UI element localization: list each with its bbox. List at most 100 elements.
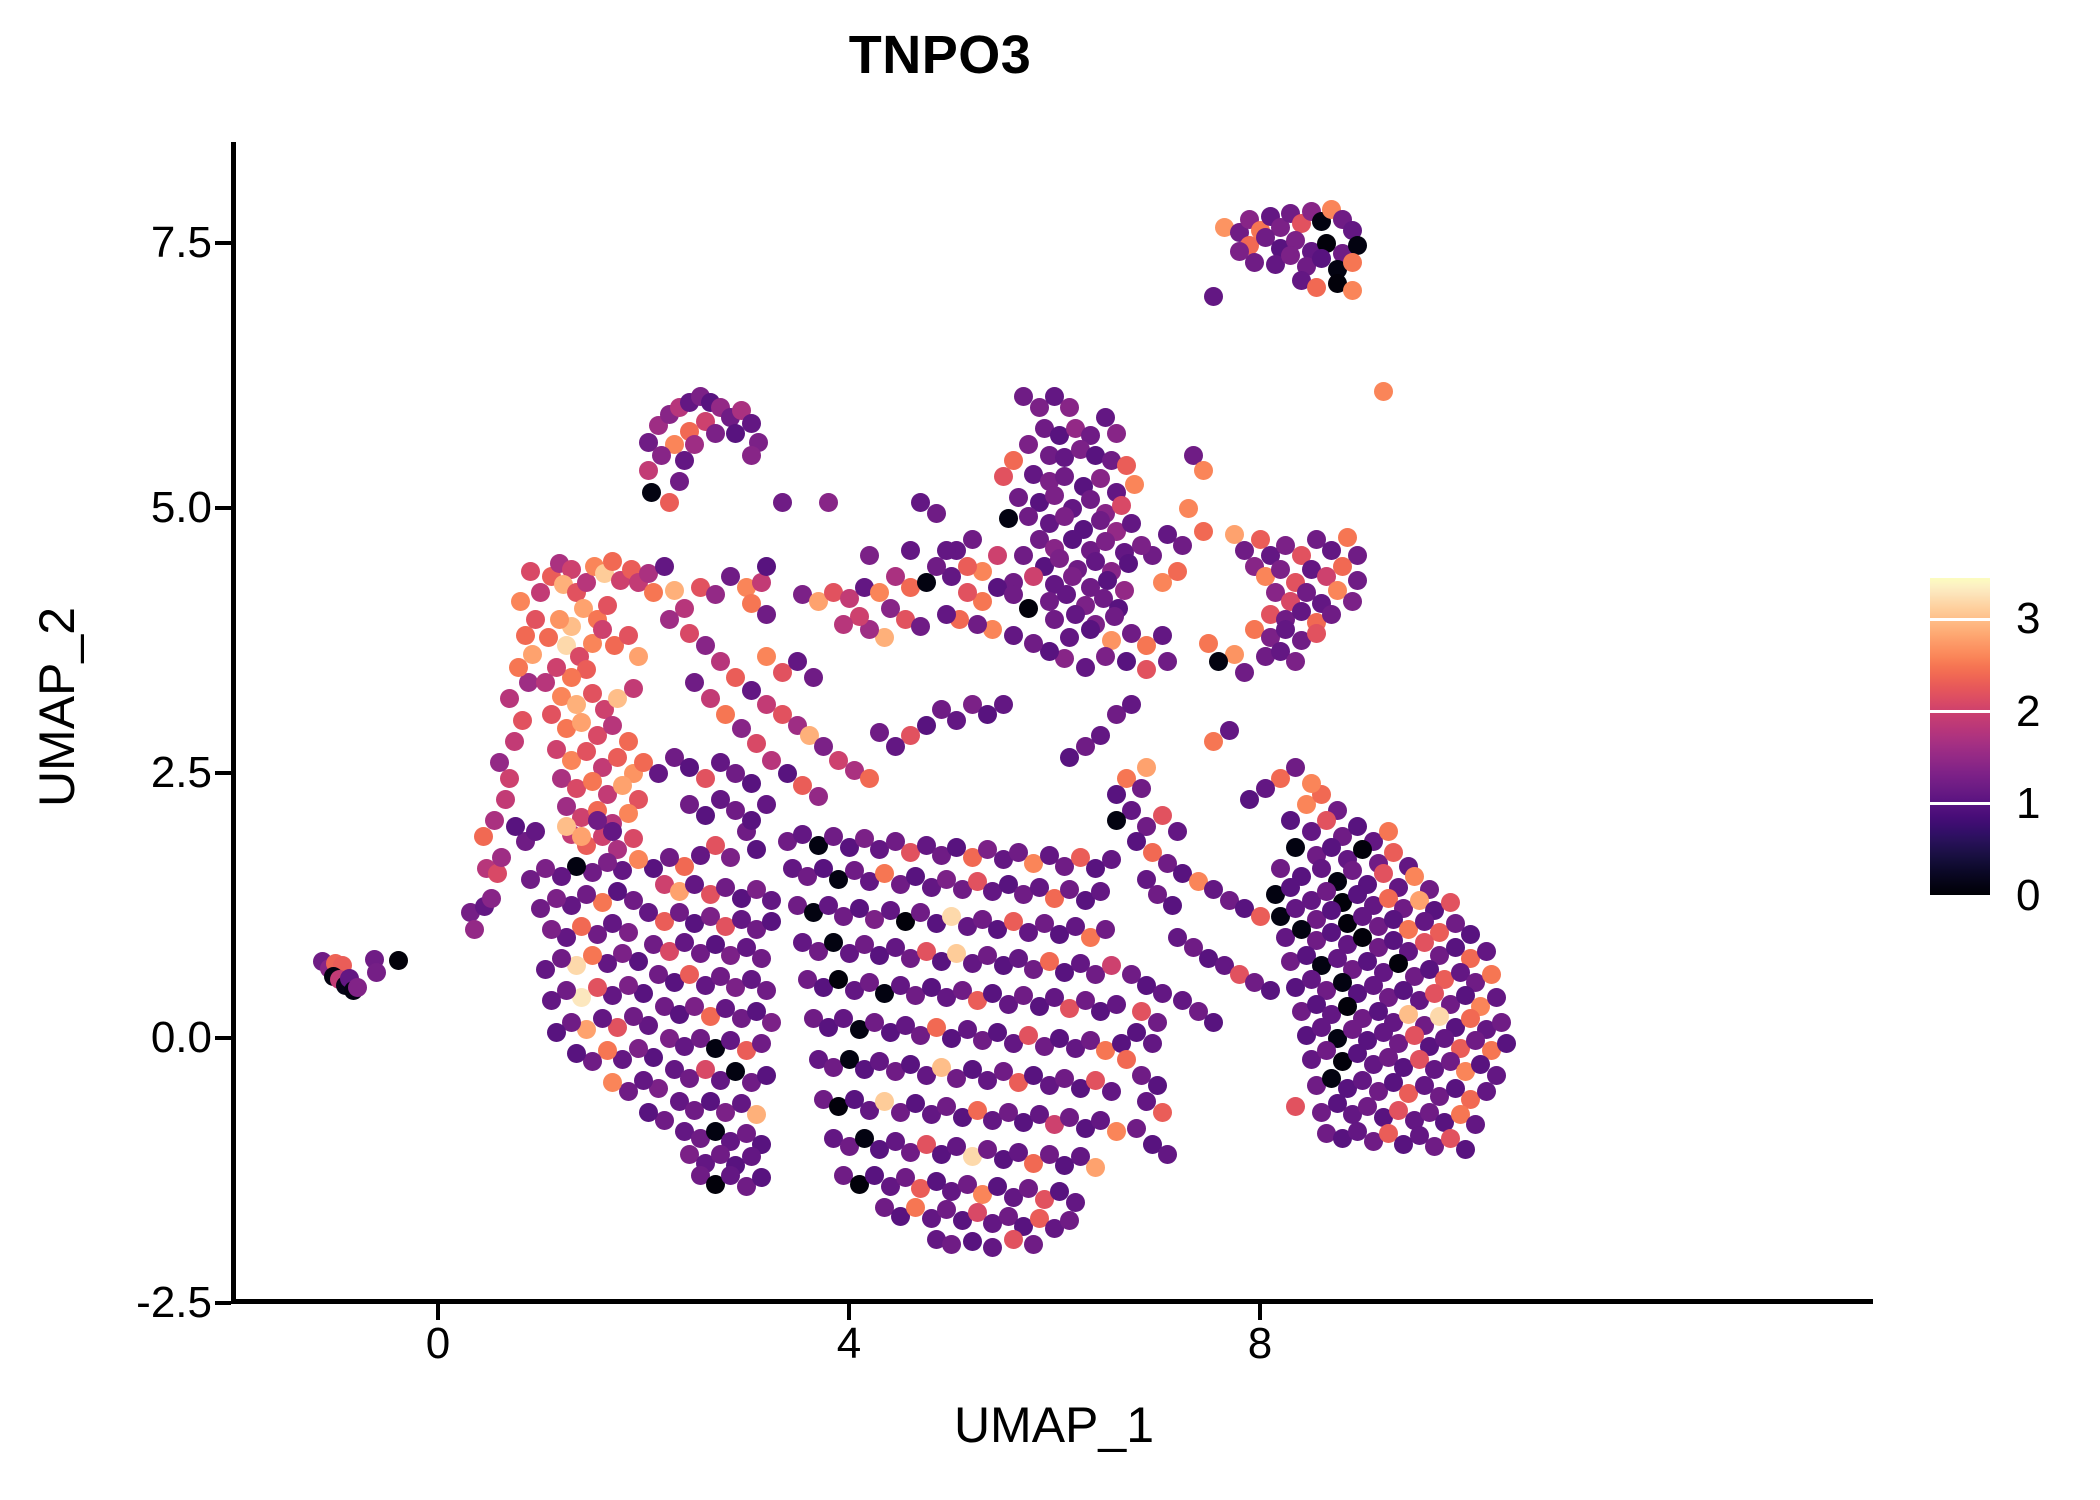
scatter-point <box>1389 954 1409 974</box>
scatter-point <box>536 959 556 979</box>
scatter-point <box>854 1060 874 1080</box>
x-tick-label: 0 <box>425 1319 451 1368</box>
scatter-point <box>1404 867 1424 887</box>
scatter-point <box>1091 1111 1111 1131</box>
scatter-point <box>664 747 684 767</box>
scatter-point <box>1080 620 1100 640</box>
scatter-point <box>1024 853 1044 873</box>
scatter-point <box>1116 1049 1136 1069</box>
scatter-point <box>1106 1121 1126 1141</box>
scatter-point <box>577 659 597 679</box>
scatter-point <box>942 567 962 587</box>
scatter-point <box>1317 1123 1337 1143</box>
scatter-point <box>1039 952 1059 972</box>
y-axis-line <box>231 142 236 1304</box>
scatter-point <box>1307 909 1326 929</box>
scatter-point <box>1348 570 1368 590</box>
scatter-point <box>1466 1030 1486 1050</box>
scatter-point <box>1063 567 1083 587</box>
scatter-point <box>1039 514 1059 534</box>
scatter-point <box>1312 956 1332 976</box>
scatter-point <box>1019 506 1039 526</box>
scatter-point <box>1337 935 1357 955</box>
scatter-point <box>572 808 592 828</box>
scatter-point <box>1147 1076 1167 1096</box>
scatter-point <box>1024 1153 1044 1173</box>
scatter-point <box>1235 662 1255 682</box>
scatter-point <box>1075 737 1095 756</box>
scatter-point <box>711 967 731 987</box>
scatter-point <box>531 899 551 919</box>
scatter-point <box>1394 1134 1414 1154</box>
scatter-point <box>473 827 493 847</box>
scatter-point <box>1322 922 1342 942</box>
scatter-point <box>870 1051 890 1071</box>
scatter-point <box>988 920 1008 940</box>
scatter-point <box>1224 525 1244 544</box>
scatter-point <box>1045 485 1064 505</box>
scatter-point <box>906 1198 926 1218</box>
scatter-point <box>1425 1136 1445 1156</box>
scatter-point <box>1057 585 1077 605</box>
scatter-point <box>1214 217 1234 237</box>
scatter-point <box>1271 217 1291 237</box>
x-tick-label: 8 <box>1247 1319 1273 1368</box>
scatter-point <box>824 583 844 603</box>
scatter-point <box>1147 1012 1167 1032</box>
scatter-point <box>1039 1145 1059 1165</box>
scatter-point <box>1327 949 1347 968</box>
scatter-point <box>1188 1002 1208 1021</box>
scatter-point <box>1045 1219 1064 1239</box>
scatter-point <box>1024 567 1044 587</box>
scatter-point <box>813 1089 833 1109</box>
scatter-point <box>731 718 751 738</box>
scatter-point <box>1373 381 1393 401</box>
scatter-point <box>613 776 633 796</box>
scatter-point <box>906 1094 926 1114</box>
scatter-point <box>685 673 705 693</box>
scatter-point <box>777 832 797 852</box>
scatter-point <box>1029 1208 1049 1228</box>
scatter-point <box>962 1232 982 1252</box>
scatter-point <box>1132 1002 1152 1021</box>
scatter-point <box>839 837 859 857</box>
scatter-point <box>1342 1104 1362 1124</box>
scatter-point <box>1445 914 1465 934</box>
scatter-point <box>921 1208 941 1228</box>
scatter-point <box>901 1055 921 1074</box>
scatter-point <box>849 1020 869 1040</box>
scatter-point <box>659 609 679 629</box>
scatter-point <box>1301 774 1321 794</box>
scatter-point <box>592 620 612 640</box>
scatter-point <box>572 988 592 1008</box>
scatter-point <box>582 1051 602 1071</box>
scatter-point <box>937 604 957 624</box>
scatter-point <box>700 1007 720 1027</box>
scatter-point <box>1265 254 1285 274</box>
scatter-point <box>669 1092 689 1112</box>
scatter-point <box>1271 768 1291 788</box>
scatter-point <box>567 1044 587 1064</box>
scatter-point <box>896 609 915 629</box>
scatter-point <box>1312 858 1332 878</box>
scatter-point <box>1430 1007 1450 1027</box>
scatter-point <box>849 1174 869 1194</box>
scatter-point <box>618 803 638 823</box>
scatter-point <box>1461 1089 1481 1109</box>
scatter-point <box>993 850 1013 870</box>
scatter-point <box>562 896 582 915</box>
scatter-point <box>654 874 674 894</box>
scatter-point <box>1045 888 1064 908</box>
scatter-point <box>1301 559 1321 579</box>
scatter-point <box>1070 440 1090 460</box>
scatter-point <box>1070 1147 1090 1167</box>
y-tick-mark <box>215 241 231 245</box>
scatter-point <box>839 588 859 608</box>
scatter-point <box>628 850 648 870</box>
scatter-point <box>885 832 905 852</box>
scatter-point <box>1045 1115 1064 1135</box>
scatter-point <box>1098 570 1118 590</box>
scatter-point <box>747 880 767 900</box>
scatter-point <box>664 1060 684 1080</box>
scatter-point <box>700 885 720 905</box>
